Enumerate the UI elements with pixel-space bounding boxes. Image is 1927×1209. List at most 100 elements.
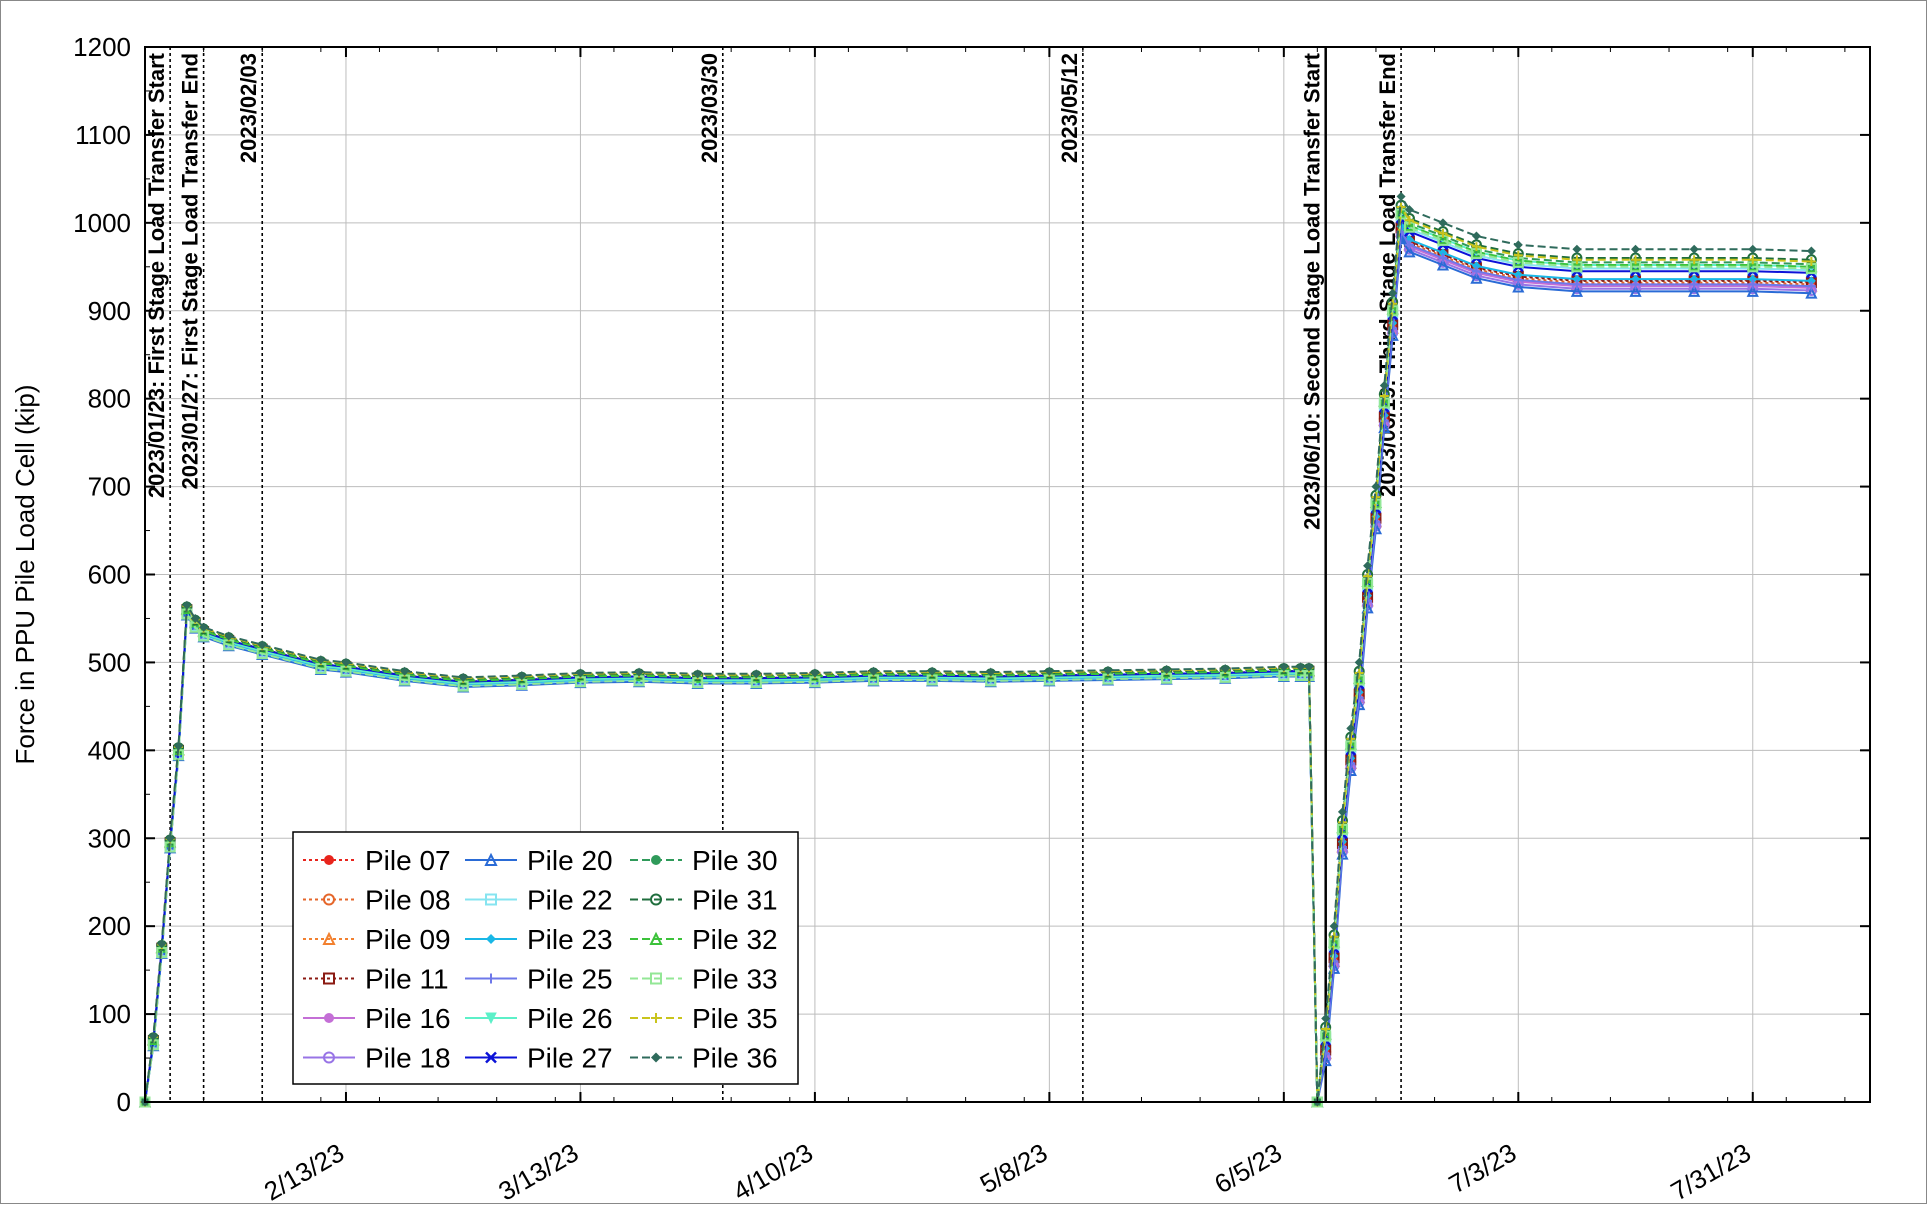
point-marker xyxy=(400,666,410,676)
point-marker xyxy=(1512,280,1525,293)
legend-item: Pile 30 xyxy=(630,845,778,876)
point-marker xyxy=(1403,245,1416,258)
point-marker xyxy=(1513,275,1523,285)
point-marker xyxy=(1404,205,1414,215)
y-tick-label: 900 xyxy=(88,296,131,326)
legend-label: Pile 18 xyxy=(365,1043,451,1074)
point-marker xyxy=(634,667,644,677)
point-marker xyxy=(1354,657,1364,667)
legend-item: Pile 32 xyxy=(630,924,778,955)
point-marker xyxy=(986,667,996,677)
point-marker xyxy=(575,668,585,678)
point-marker xyxy=(148,1031,158,1041)
legend-item: Pile 27 xyxy=(465,1043,613,1074)
point-marker xyxy=(1629,258,1642,271)
y-tick-label: 1200 xyxy=(73,32,131,62)
legend-label: Pile 27 xyxy=(527,1043,613,1074)
point-marker xyxy=(1438,218,1448,228)
annotation-label: 2023/03/30 xyxy=(697,53,722,163)
y-tick-label: 0 xyxy=(117,1087,131,1117)
point-marker xyxy=(1044,666,1054,676)
point-marker xyxy=(173,741,183,751)
point-marker xyxy=(1471,261,1481,271)
point-marker xyxy=(693,669,703,679)
legend-item: Pile 25 xyxy=(465,964,613,995)
point-marker xyxy=(316,655,326,665)
point-marker xyxy=(1688,284,1701,297)
point-marker xyxy=(1279,662,1289,672)
point-marker xyxy=(1631,244,1641,254)
legend-box xyxy=(292,831,799,1085)
point-marker xyxy=(1570,284,1584,297)
y-tick-label: 700 xyxy=(88,472,131,502)
point-marker xyxy=(1438,228,1448,238)
point-marker xyxy=(1570,258,1584,271)
point-marker xyxy=(651,855,661,865)
point-marker xyxy=(869,666,879,676)
point-marker xyxy=(1296,662,1306,672)
legend-item: Pile 36 xyxy=(630,1043,778,1074)
point-marker xyxy=(1436,231,1450,245)
legend-label: Pile 07 xyxy=(365,845,451,876)
point-marker xyxy=(323,893,335,906)
legend-label: Pile 11 xyxy=(365,964,449,995)
legend-label: Pile 35 xyxy=(692,1003,778,1034)
point-marker xyxy=(486,934,496,944)
point-marker xyxy=(182,600,192,610)
legend-item: Pile 16 xyxy=(303,1003,451,1034)
point-marker xyxy=(1689,255,1699,265)
point-marker xyxy=(1806,276,1816,286)
annotation-label: 2023/05/12 xyxy=(1057,53,1082,163)
point-marker xyxy=(1806,281,1816,291)
point-marker xyxy=(1470,271,1483,284)
point-marker xyxy=(1513,250,1523,260)
point-marker xyxy=(1572,279,1582,289)
y-tick-label: 100 xyxy=(88,999,131,1029)
legend-label: Pile 20 xyxy=(527,845,613,876)
legend-item: Pile 18 xyxy=(303,1043,451,1074)
point-marker xyxy=(1403,218,1416,231)
legend: Pile 07 Pile 08 Pile 09 Pile 11 Pile 16 Pile … xyxy=(292,831,799,1085)
y-axis-label: Force in PPU Pile Load Cell (kip) xyxy=(10,384,40,764)
point-marker xyxy=(324,1013,334,1023)
point-marker xyxy=(486,973,496,984)
series-line xyxy=(144,210,1812,1103)
point-marker xyxy=(1806,257,1816,267)
point-marker xyxy=(1404,240,1414,250)
point-marker xyxy=(1471,242,1481,252)
legend-label: Pile 22 xyxy=(527,885,613,916)
point-marker xyxy=(157,939,167,949)
legend-item: Pile 09 xyxy=(303,924,451,955)
point-marker xyxy=(1746,284,1759,297)
point-marker xyxy=(1631,279,1641,289)
legend-label: Pile 25 xyxy=(527,964,613,995)
point-marker xyxy=(1748,244,1758,254)
legend-item: Pile 31 xyxy=(630,885,778,916)
legend-label: Pile 36 xyxy=(692,1043,778,1074)
point-marker xyxy=(1436,258,1450,271)
point-marker xyxy=(1304,662,1314,672)
point-marker xyxy=(517,671,527,681)
point-marker xyxy=(1748,255,1758,265)
point-marker xyxy=(1438,253,1448,263)
series-layer xyxy=(138,191,1818,1108)
legend-label: Pile 31 xyxy=(692,885,778,916)
point-marker xyxy=(1162,664,1172,674)
point-marker xyxy=(1805,260,1818,273)
point-marker xyxy=(927,666,937,676)
legend-item: Pile 26 xyxy=(465,1003,613,1034)
point-marker xyxy=(1103,665,1113,675)
point-marker xyxy=(1631,255,1641,265)
legend-item: Pile 23 xyxy=(465,924,613,955)
legend-label: Pile 26 xyxy=(527,1003,613,1034)
point-marker xyxy=(1689,279,1699,289)
point-marker xyxy=(1371,482,1381,492)
series-pile-36 xyxy=(140,191,1816,1107)
y-tick-label: 200 xyxy=(88,911,131,941)
point-marker xyxy=(649,931,663,945)
point-marker xyxy=(1379,380,1389,390)
annotation-label: 2023/01/27: First Stage Load Transfer En… xyxy=(178,53,203,490)
legend-label: Pile 08 xyxy=(365,885,451,916)
